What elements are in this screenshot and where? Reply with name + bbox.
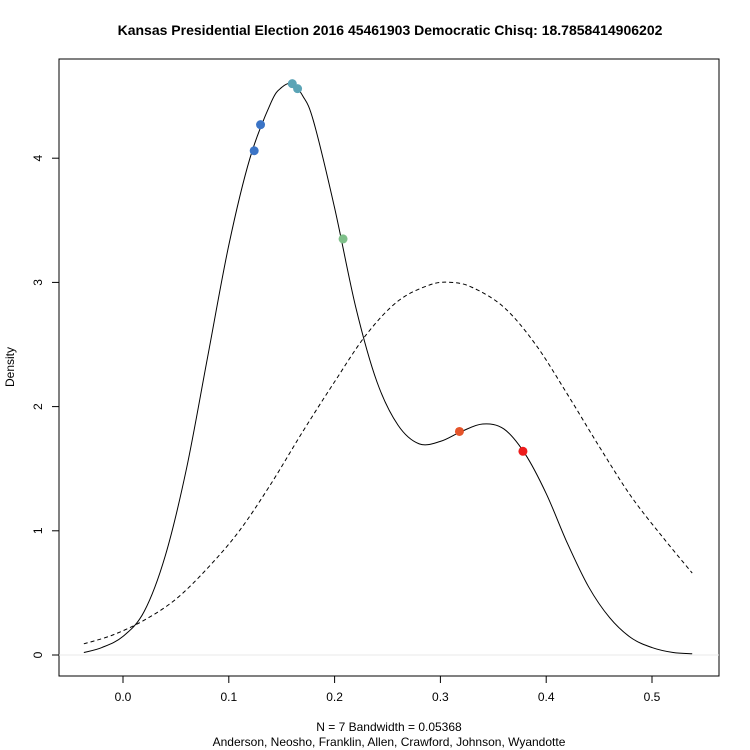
data-point [518,446,528,456]
y-tick-label: 3 [31,279,45,286]
y-tick-label: 0 [31,651,45,658]
x-tick-label: 0.2 [326,690,343,704]
x-axis-label-line1: N = 7 Bandwidth = 0.05368 [316,720,462,734]
y-tick-label: 1 [31,527,45,534]
density-curve [83,82,693,655]
y-tick-label: 4 [31,155,45,162]
data-point [249,146,259,156]
x-axis: 0.0 0.1 0.2 0.3 0.4 0.5 [115,675,661,704]
x-tick-label: 0.1 [220,690,237,704]
data-point [256,120,266,130]
x-tick-label: 0.5 [644,690,661,704]
x-tick-label: 0.3 [432,690,449,704]
data-point [338,234,348,244]
normal-reference-curve [83,281,693,645]
x-axis-label-line2: Anderson, Neosho, Franklin, Allen, Crawf… [213,735,566,749]
chart-title: Kansas Presidential Election 2016 454619… [118,22,663,38]
points-layer [249,79,528,456]
data-point [293,84,303,94]
x-tick-label: 0.0 [115,690,132,704]
y-axis: 0 1 2 3 4 [31,155,60,658]
y-tick-label: 2 [31,403,45,410]
y-axis-label: Density [3,347,17,387]
plot-frame [58,58,720,677]
data-point [454,426,464,436]
x-tick-label: 0.4 [538,690,555,704]
series-layer [83,82,693,655]
